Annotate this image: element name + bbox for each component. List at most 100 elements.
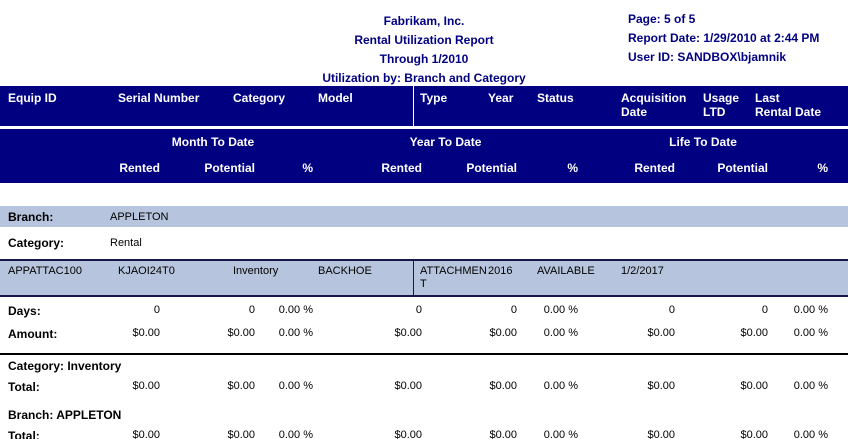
branch-total-mtd-pct: 0.00 % <box>278 429 313 439</box>
ltd-rented-header: Rented <box>634 161 675 175</box>
ltd-potential-header: Potential <box>717 161 768 175</box>
branch-total-mtd-potential: $0.00 <box>227 429 255 439</box>
category-total-mtd-pct: 0.00 % <box>278 380 313 392</box>
period-year-to-date: Year To Date <box>409 135 482 149</box>
category-total-ytd-potential: $0.00 <box>489 380 517 392</box>
col-header-category: Category <box>233 91 286 105</box>
category-total-header: Category: Inventory <box>8 359 122 373</box>
column-divider <box>413 86 414 126</box>
days-ytd-rented: 0 <box>415 304 422 316</box>
col-header-usage-ltd: Usage LTD <box>703 91 740 119</box>
amount-mtd-pct: 0.00 % <box>278 327 313 339</box>
category-total-ltd-pct: 0.00 % <box>793 380 828 392</box>
col-header-year: Year <box>488 91 514 105</box>
amount-ltd-rented: $0.00 <box>647 327 675 339</box>
ytd-pct-header: % <box>567 161 578 175</box>
amount-ytd-pct: 0.00 % <box>543 327 578 339</box>
days-label: Days: <box>8 304 41 318</box>
col-header-acquisition-date: Acquisition Date <box>621 91 687 119</box>
days-ltd-potential: 0 <box>761 304 768 316</box>
amount-row: Amount: $0.00 $0.00 0.00 % $0.00 $0.00 0… <box>0 327 848 341</box>
branch-total-header: Branch: APPLETON <box>8 408 122 422</box>
report-title-block: Fabrikam, Inc. Rental Utilization Report… <box>0 12 848 88</box>
category-total-mtd-potential: $0.00 <box>227 380 255 392</box>
equipment-type: ATTACHMENT <box>420 265 487 290</box>
equipment-category: Inventory <box>233 265 279 277</box>
amount-label: Amount: <box>8 327 58 341</box>
amount-ltd-pct: 0.00 % <box>793 327 828 339</box>
report-grouping: Utilization by: Branch and Category <box>322 71 526 85</box>
period-header-band: Month To Date Year To Date Life To Date … <box>0 129 848 183</box>
company-name: Fabrikam, Inc. <box>383 14 465 28</box>
category-total-ytd-pct: 0.00 % <box>543 380 578 392</box>
mtd-pct-header: % <box>302 161 313 175</box>
col-header-status: Status <box>537 91 574 105</box>
column-divider <box>413 261 414 295</box>
equipment-equip-id: APPATTAC100 <box>8 265 82 277</box>
mtd-potential-header: Potential <box>204 161 255 175</box>
days-ltd-pct: 0.00 % <box>793 304 828 316</box>
amount-ytd-rented: $0.00 <box>394 327 422 339</box>
section-divider-line <box>0 353 848 355</box>
branch-total-ytd-potential: $0.00 <box>489 429 517 439</box>
equipment-last-rental-date <box>755 265 848 291</box>
branch-total-label: Total: <box>8 429 40 439</box>
category-total-label: Total: <box>8 380 40 394</box>
col-header-equip-id: Equip ID <box>8 91 57 105</box>
col-header-type: Type <box>420 91 448 105</box>
branch-total-ytd-pct: 0.00 % <box>543 429 578 439</box>
col-header-model: Model <box>318 91 353 105</box>
equipment-usage-ltd <box>703 265 755 291</box>
column-header-band: Equip ID Serial Number Category Model Ty… <box>0 86 848 126</box>
branch-total-ytd-rented: $0.00 <box>394 429 422 439</box>
equipment-model: BACKHOE <box>318 265 372 277</box>
period-spacer <box>0 135 113 154</box>
days-row: Days: 0 0 0.00 % 0 0 0.00 % 0 0 0.00 % <box>0 304 848 318</box>
report-period: Through 1/2010 <box>379 52 469 66</box>
days-mtd-pct: 0.00 % <box>278 304 313 316</box>
category-total-row: Total: $0.00 $0.00 0.00 % $0.00 $0.00 0.… <box>0 380 848 394</box>
equipment-row: APPATTAC100 KJAOI24T0 Inventory BACKHOE … <box>0 259 848 297</box>
report-title: Rental Utilization Report <box>354 33 494 47</box>
equipment-serial-number: KJAOI24T0 <box>118 265 175 277</box>
branch-total-ltd-rented: $0.00 <box>647 429 675 439</box>
days-mtd-potential: 0 <box>248 304 255 316</box>
page-number: Page: 5 of 5 <box>628 12 696 26</box>
branch-total-ltd-potential: $0.00 <box>740 429 768 439</box>
category-total-ltd-potential: $0.00 <box>740 380 768 392</box>
col-header-serial-number: Serial Number <box>118 91 200 105</box>
equipment-year: 2016 <box>488 265 513 277</box>
branch-total-row: Total: $0.00 $0.00 0.00 % $0.00 $0.00 0.… <box>0 429 848 439</box>
equipment-acquisition-date: 1/2/2017 <box>621 265 664 277</box>
days-mtd-rented: 0 <box>153 304 160 316</box>
measure-spacer <box>0 161 113 175</box>
measure-header-row: Rented Potential % Rented Potential % Re… <box>0 161 848 175</box>
ytd-potential-header: Potential <box>466 161 517 175</box>
amount-mtd-potential: $0.00 <box>227 327 255 339</box>
branch-row: Branch: APPLETON <box>0 206 848 227</box>
report-header: Fabrikam, Inc. Rental Utilization Report… <box>0 0 848 86</box>
category-value: Rental <box>110 236 142 249</box>
ltd-pct-header: % <box>817 161 828 175</box>
report-meta-block: Page: 5 of 5 Report Date: 1/29/2010 at 2… <box>628 10 819 67</box>
period-life-to-date: Life To Date <box>669 135 737 149</box>
mtd-rented-header: Rented <box>119 161 160 175</box>
amount-ltd-potential: $0.00 <box>740 327 768 339</box>
category-total-ltd-rented: $0.00 <box>647 380 675 392</box>
days-ytd-potential: 0 <box>510 304 517 316</box>
equipment-status: AVAILABLE <box>537 265 595 277</box>
amount-ytd-potential: $0.00 <box>489 327 517 339</box>
period-row: Month To Date Year To Date Life To Date <box>0 135 848 154</box>
branch-label: Branch: <box>8 209 54 224</box>
branch-total-mtd-rented: $0.00 <box>132 429 160 439</box>
category-row: Category: Rental <box>0 232 848 253</box>
days-ytd-pct: 0.00 % <box>543 304 578 316</box>
category-label: Category: <box>8 235 65 250</box>
ytd-rented-header: Rented <box>381 161 422 175</box>
branch-total-ltd-pct: 0.00 % <box>793 429 828 439</box>
period-month-to-date: Month To Date <box>171 135 255 149</box>
col-header-last-rental-date: Last Rental Date <box>755 91 822 119</box>
branch-value: APPLETON <box>110 210 169 223</box>
category-total-ytd-rented: $0.00 <box>394 380 422 392</box>
